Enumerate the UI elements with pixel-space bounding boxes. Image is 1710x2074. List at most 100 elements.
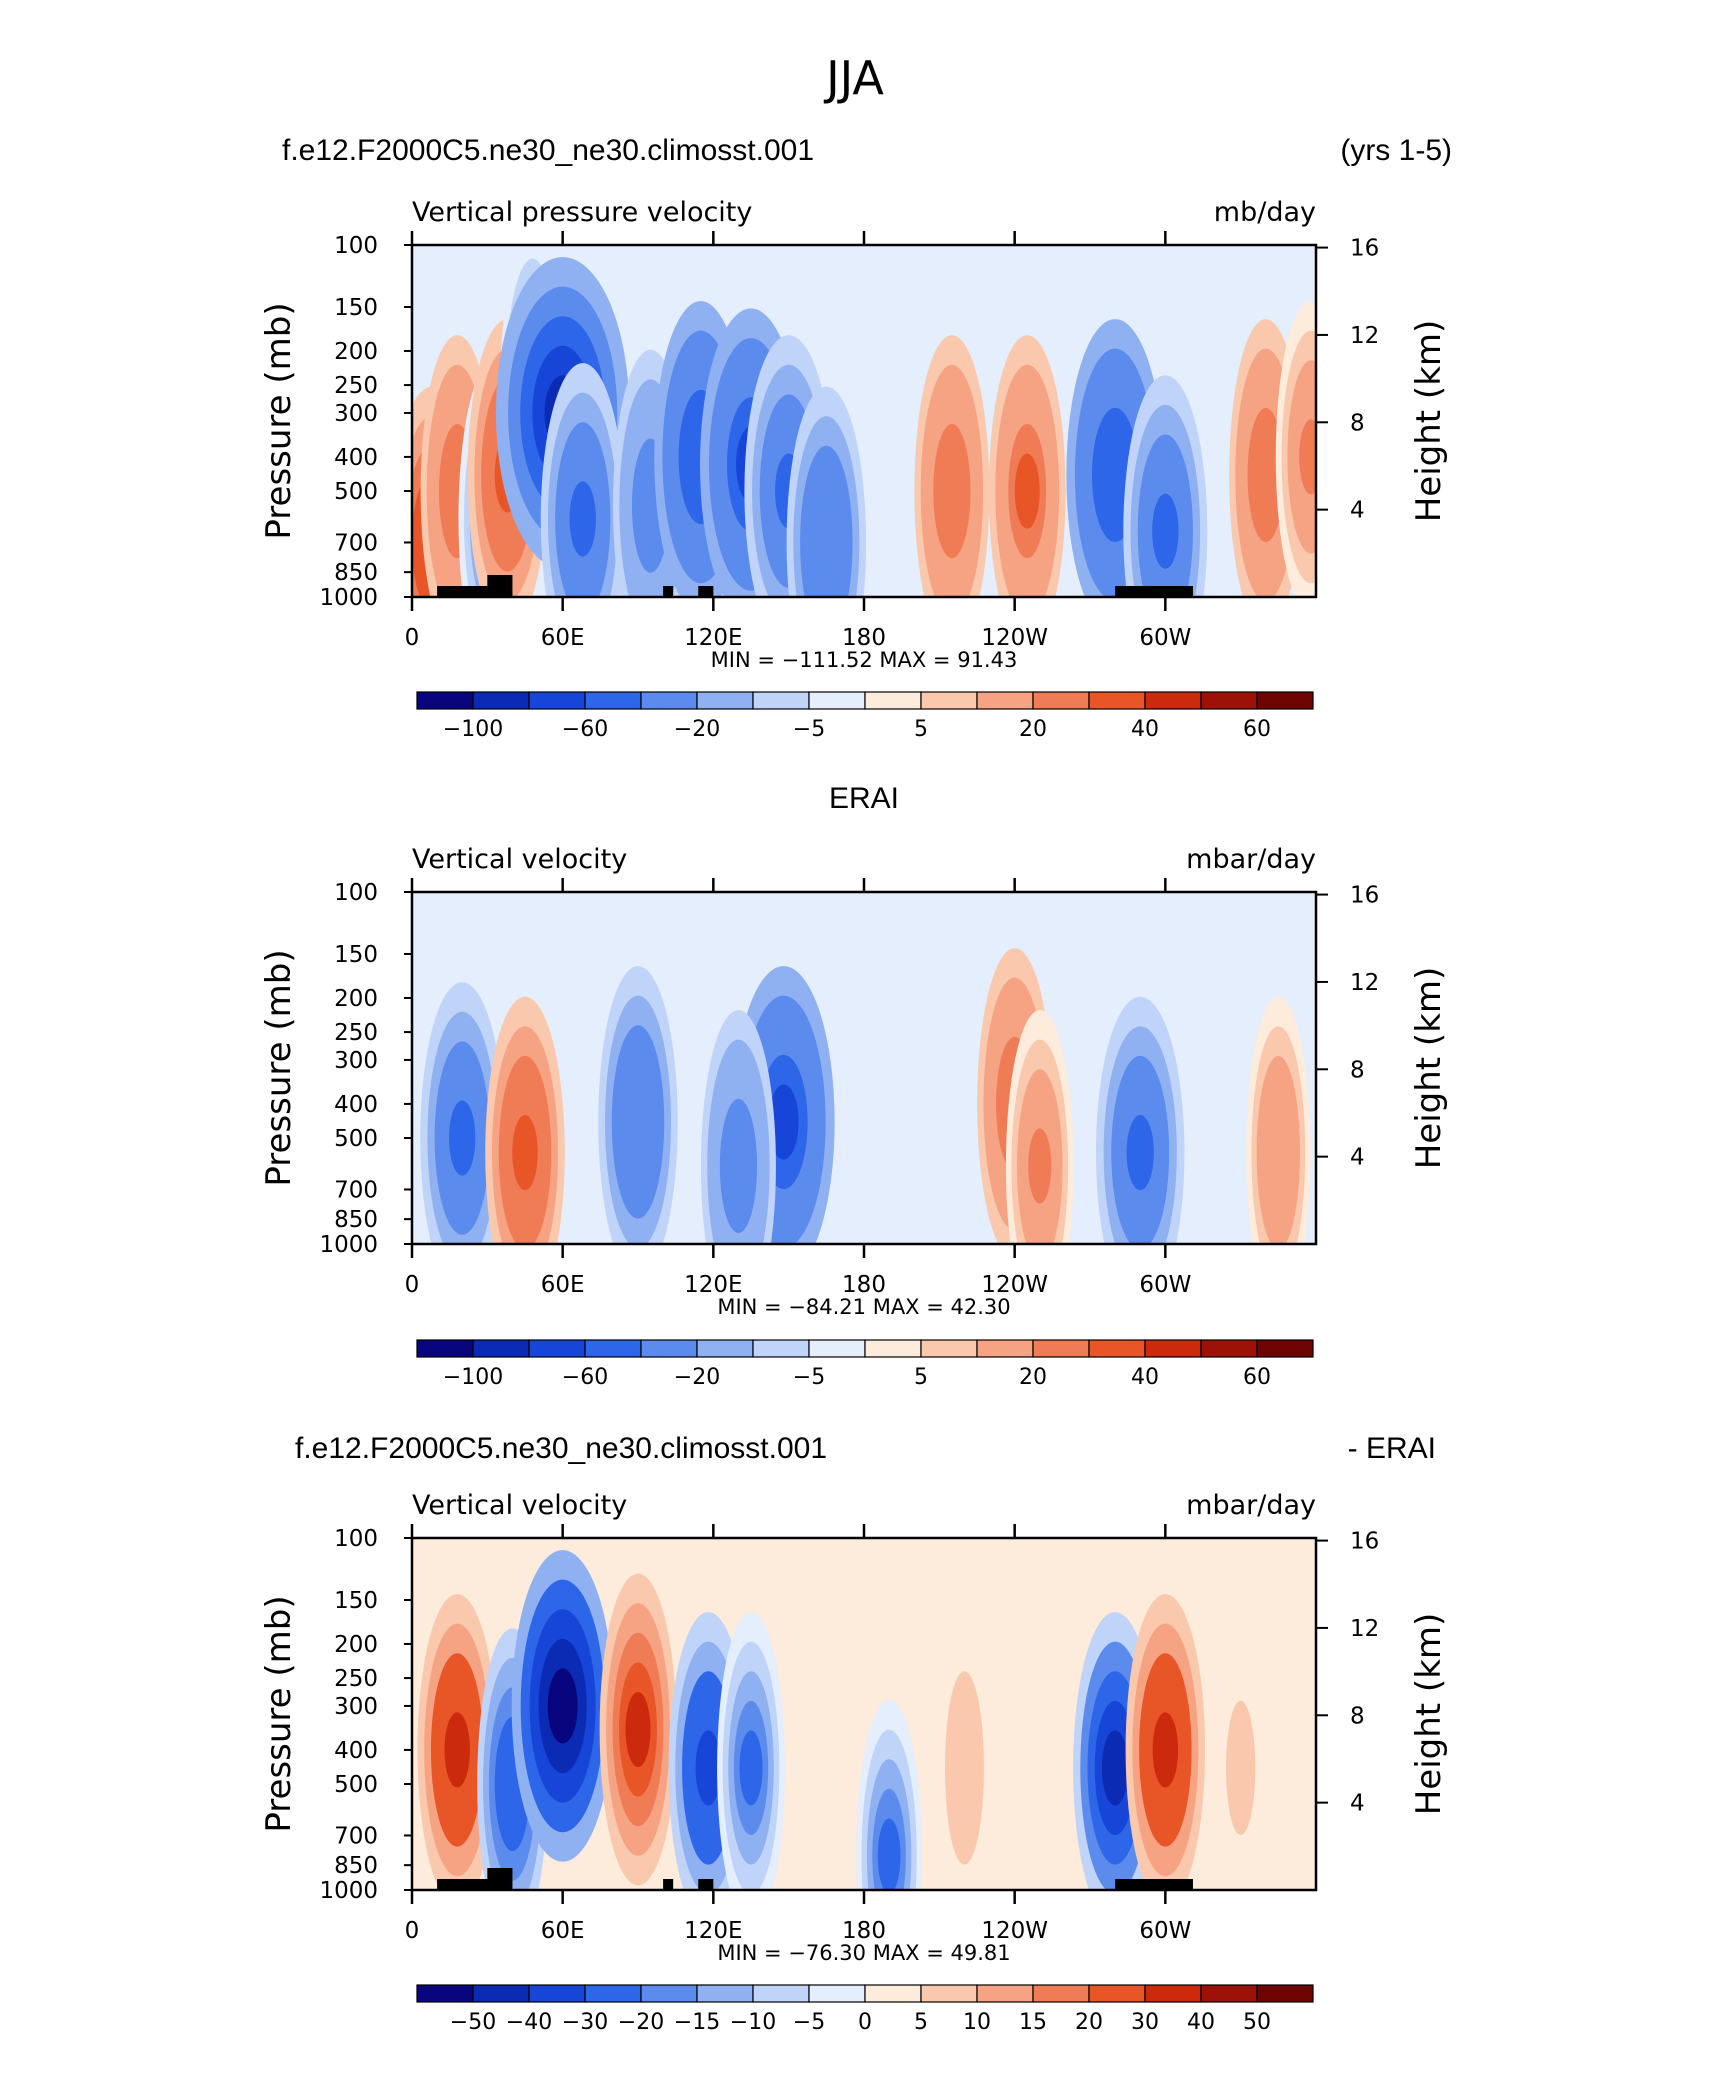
y-tick-label: 400: [334, 445, 378, 471]
colorbar-label: −15: [674, 2010, 720, 2035]
colorbar-label: 60: [1243, 717, 1271, 742]
y-tick-label: 1000: [319, 1878, 378, 1904]
min-max-stats: MIN = −111.52 MAX = 91.43: [711, 648, 1018, 672]
x-tick-label: 120E: [684, 1918, 742, 1944]
contour-blob-11-4: [813, 504, 840, 581]
colorbar-swatch: [1144, 1984, 1202, 2003]
contour-blob-15-4: [1152, 493, 1179, 569]
min-max-stats: MIN = −84.21 MAX = 42.30: [717, 1295, 1010, 1319]
colorbar-label: 50: [1243, 2010, 1271, 2035]
colorbar-label: 40: [1131, 717, 1159, 742]
colorbar-label: −20: [618, 2010, 664, 2035]
contour-blob-9-4: [1152, 1712, 1179, 1788]
colorbar-label: 60: [1243, 1365, 1271, 1390]
colorbar-swatch: [640, 691, 698, 710]
colorbar-swatch: [416, 1984, 474, 2003]
contour-blob-7-4: [1126, 1115, 1154, 1191]
colorbar-swatch: [1144, 1339, 1202, 1358]
contour-field: [412, 1538, 1316, 1890]
panel-title-center: ERAI: [829, 782, 899, 815]
y-right-tick-label: 16: [1350, 236, 1379, 262]
units-label: mbar/day: [1186, 1490, 1316, 1521]
panel-3: f.e12.F2000C5.ne30_ne30.climosst.001 - ER…: [259, 1432, 1449, 2035]
colorbar-swatch: [528, 691, 586, 710]
colorbar-label: −60: [562, 1365, 608, 1390]
y-tick-label: 200: [334, 986, 378, 1012]
x-tick-label: 60E: [541, 1918, 585, 1944]
colorbar-swatch: [1200, 691, 1258, 710]
colorbar-swatch: [1144, 691, 1202, 710]
topography-mask: [487, 575, 513, 597]
x-tick-label: 180: [842, 625, 886, 651]
colorbar-swatch: [976, 691, 1034, 710]
colorbar-swatch: [1200, 1339, 1258, 1358]
contour-blob-14-4: [1100, 437, 1130, 513]
y-tick-label: 700: [334, 1177, 378, 1203]
y-axis-label: Pressure (mb): [259, 302, 299, 539]
y-tick-label: 1000: [319, 585, 378, 611]
colorbar-swatch: [808, 1984, 866, 2003]
panel-title-right: - ERAI: [1348, 1432, 1436, 1465]
contour-blob-8-4: [1267, 1115, 1290, 1191]
colorbar-label: 5: [914, 1365, 928, 1390]
y-tick-label: 700: [334, 1823, 378, 1849]
y-tick-label: 300: [334, 401, 378, 427]
y-tick-label: 850: [334, 560, 378, 586]
colorbar-swatch: [416, 1339, 474, 1358]
colorbar-label: −100: [443, 717, 503, 742]
panel-title-left: f.e12.F2000C5.ne30_ne30.climosst.001: [282, 134, 814, 167]
colorbar-swatch: [864, 1984, 922, 2003]
contour-field: [412, 892, 1316, 1244]
topography-mask: [1115, 586, 1193, 597]
colorbar-swatch: [696, 1984, 754, 2003]
colorbar-label: 20: [1019, 1365, 1047, 1390]
colorbar-swatch: [1032, 1984, 1090, 2003]
x-tick-label: 120E: [684, 625, 742, 651]
y-tick-label: 500: [334, 1126, 378, 1152]
colorbar-swatch: [752, 1339, 810, 1358]
y-right-tick-label: 8: [1350, 1703, 1365, 1729]
y-axis-label: Pressure (mb): [259, 949, 299, 1186]
y-right-tick-label: 4: [1350, 1791, 1365, 1817]
colorbar-swatch: [752, 1984, 810, 2003]
panel-title-left: f.e12.F2000C5.ne30_ne30.climosst.001: [295, 1432, 827, 1465]
colorbar: −100 −60 −20 −5 5 20 40 60: [416, 1339, 1314, 1390]
topography-mask: [698, 1879, 714, 1890]
x-tick-label: 120W: [981, 625, 1048, 651]
contour-blob-7-4: [953, 1730, 975, 1806]
x-tick-label: 180: [842, 1918, 886, 1944]
colorbar-swatch: [472, 691, 530, 710]
y-tick-label: 400: [334, 1092, 378, 1118]
colorbar-label: −50: [450, 2010, 496, 2035]
y-tick-label: 100: [334, 233, 378, 259]
contour-blob-12-4: [939, 453, 965, 529]
colorbar-swatch: [920, 691, 978, 710]
topography-mask: [437, 586, 490, 597]
colorbar-swatch: [584, 1984, 642, 2003]
topography-mask: [698, 586, 714, 597]
colorbar-swatch: [584, 691, 642, 710]
colorbar-label: 5: [914, 717, 928, 742]
contour-blob-4-4: [695, 1730, 722, 1806]
topography-mask: [487, 1868, 513, 1890]
x-tick-label: 120W: [981, 1272, 1048, 1298]
colorbar-swatch: [976, 1339, 1034, 1358]
colorbar-label: 40: [1187, 2010, 1215, 2035]
x-tick-label: 0: [405, 1918, 420, 1944]
x-tick-label: 60W: [1139, 625, 1191, 651]
y-tick-label: 1000: [319, 1232, 378, 1258]
y-right-axis-label: Height (km): [1409, 1613, 1449, 1816]
topography-mask: [663, 1879, 674, 1890]
x-tick-label: 60E: [541, 1272, 585, 1298]
colorbar-label: −5: [793, 1365, 825, 1390]
contour-blob-0-4: [449, 1100, 476, 1176]
colorbar-swatch: [808, 691, 866, 710]
colorbar-swatch: [752, 691, 810, 710]
y-tick-label: 100: [334, 1526, 378, 1552]
colorbar-label: −20: [674, 1365, 720, 1390]
x-tick-label: 120E: [684, 1272, 742, 1298]
x-tick-label: 0: [405, 1272, 420, 1298]
colorbar: −100 −60 −20 −5 5 20 40 60: [416, 691, 1314, 742]
contour-field: [412, 245, 1316, 597]
